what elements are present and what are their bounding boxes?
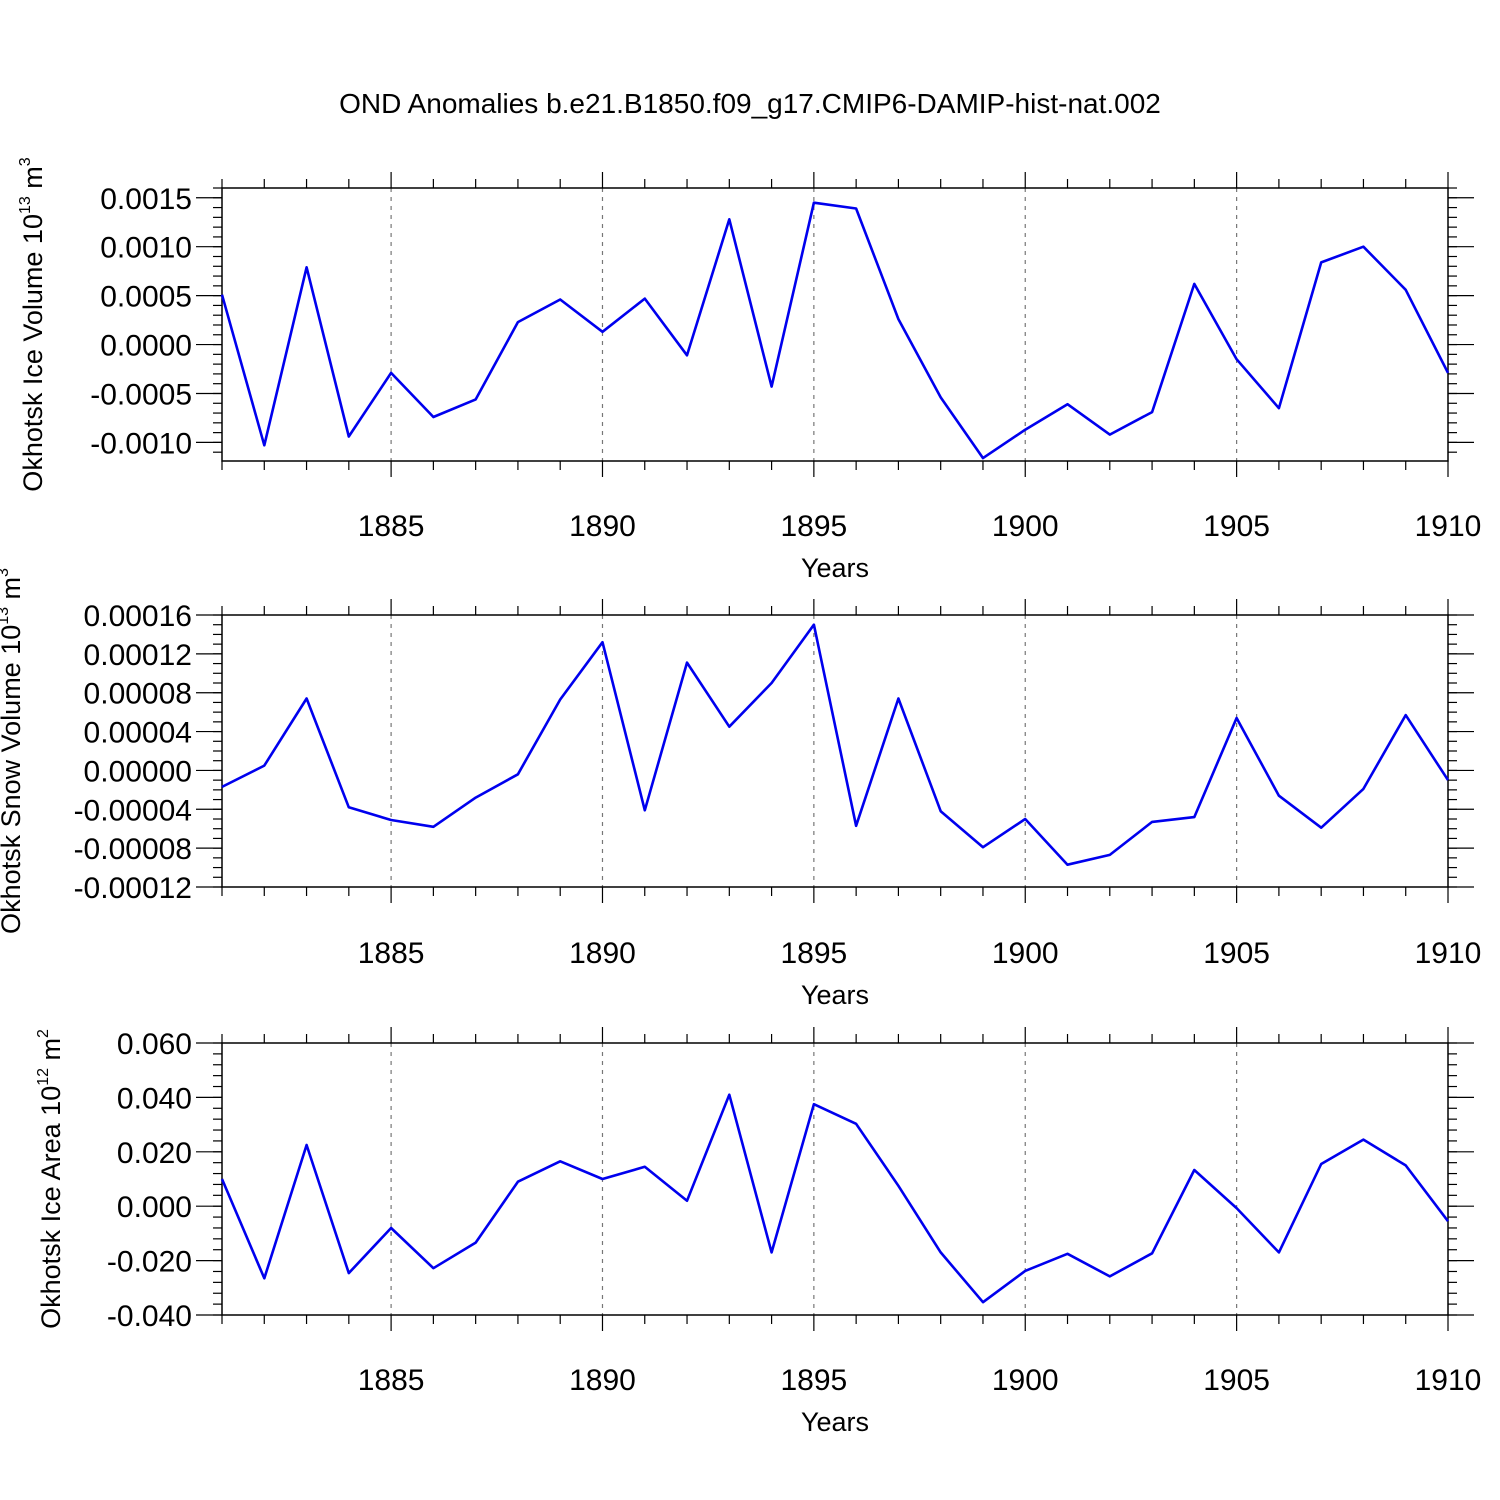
y-tick-label: 0.020 bbox=[117, 1137, 192, 1170]
y-tick-label: 0.0015 bbox=[100, 183, 192, 216]
x-axis-label: Years bbox=[801, 1407, 869, 1437]
y-tick-label: -0.020 bbox=[107, 1246, 192, 1279]
y-tick-label: 0.000 bbox=[117, 1191, 192, 1224]
panel-ice-volume: Okhotsk Ice Volume 1013 m3 Years 0.0015 0… bbox=[17, 157, 1481, 583]
y-axis-label: Okhotsk Ice Area 1012 m2 bbox=[35, 1029, 66, 1329]
x-axis-label: Years bbox=[801, 553, 869, 583]
y-tick-label: 0.060 bbox=[117, 1028, 192, 1061]
x-tick-label: 1890 bbox=[569, 937, 636, 970]
y-tick-label: 0.00016 bbox=[84, 600, 192, 633]
y-tick-label: 0.0005 bbox=[100, 281, 192, 314]
x-tick-label: 1905 bbox=[1203, 1364, 1270, 1397]
x-axis-label: Years bbox=[801, 980, 869, 1010]
x-tick-label: 1900 bbox=[992, 1364, 1059, 1397]
ylabel-unit-exponent: 3 bbox=[0, 568, 12, 577]
ylabel-text: Okhotsk Ice Volume 10 bbox=[18, 214, 48, 492]
ylabel-exponent: 12 bbox=[35, 1068, 52, 1086]
y-axis-label: Okhotsk Ice Volume 1013 m3 bbox=[17, 157, 48, 491]
y-tick-label: -0.040 bbox=[107, 1300, 192, 1333]
ylabel-unit: m bbox=[36, 1038, 66, 1061]
ylabel-text: Okhotsk Snow Volume 10 bbox=[0, 625, 26, 934]
figure-title: OND Anomalies b.e21.B1850.f09_g17.CMIP6-… bbox=[339, 88, 1161, 119]
x-tick-label: 1895 bbox=[780, 1364, 847, 1397]
x-tick-label: 1885 bbox=[358, 1364, 425, 1397]
y-tick-label: -0.00012 bbox=[74, 872, 192, 905]
svg-text:Okhotsk Snow Volume 1013 m3: Okhotsk Snow Volume 1013 m3 bbox=[0, 568, 26, 934]
plot-frame bbox=[221, 1042, 1449, 1316]
plot-frame bbox=[221, 614, 1449, 888]
panel-ice-area: Okhotsk Ice Area 1012 m2 Years 0.060 0.04… bbox=[35, 1027, 1481, 1437]
y-tick-label: 0.00004 bbox=[84, 717, 192, 750]
y-tick-label: -0.00004 bbox=[74, 794, 192, 827]
x-tick-label: 1885 bbox=[358, 510, 425, 543]
y-tick-label: 0.00000 bbox=[84, 755, 192, 788]
ylabel-unit: m bbox=[18, 166, 48, 189]
x-tick-label: 1885 bbox=[358, 937, 425, 970]
plot-frame bbox=[221, 187, 1449, 462]
x-tick-label: 1905 bbox=[1203, 937, 1270, 970]
x-tick-label: 1895 bbox=[780, 510, 847, 543]
ylabel-text: Okhotsk Ice Area 10 bbox=[36, 1086, 66, 1329]
x-tick-label: 1895 bbox=[780, 937, 847, 970]
y-tick-label: -0.0005 bbox=[90, 378, 192, 411]
ylabel-unit: m bbox=[0, 577, 26, 600]
series-line bbox=[220, 1093, 1450, 1304]
ylabel-exponent: 13 bbox=[0, 607, 12, 625]
ylabel-unit-exponent: 2 bbox=[35, 1029, 52, 1038]
series-line bbox=[221, 623, 1450, 867]
svg-text:Okhotsk Ice Volume 1013 m3: Okhotsk Ice Volume 1013 m3 bbox=[17, 157, 48, 491]
series-line bbox=[220, 201, 1450, 460]
y-tick-label: -0.0010 bbox=[90, 427, 192, 460]
y-tick-label: -0.00008 bbox=[74, 833, 192, 866]
y-tick-label: 0.040 bbox=[117, 1082, 192, 1115]
x-tick-label: 1890 bbox=[569, 1364, 636, 1397]
x-tick-label: 1910 bbox=[1415, 1364, 1482, 1397]
panel-snow-volume: Okhotsk Snow Volume 1013 m3 Years 0.0001… bbox=[0, 568, 1481, 1010]
ylabel-exponent: 13 bbox=[17, 196, 34, 214]
ylabel-unit-exponent: 3 bbox=[17, 157, 34, 166]
y-axis-label: Okhotsk Snow Volume 1013 m3 bbox=[0, 568, 26, 934]
x-tick-label: 1905 bbox=[1203, 510, 1270, 543]
y-tick-label: 0.0000 bbox=[100, 330, 192, 363]
x-tick-label: 1910 bbox=[1415, 937, 1482, 970]
x-tick-label: 1910 bbox=[1415, 510, 1482, 543]
svg-text:Okhotsk Ice Area 1012 m2: Okhotsk Ice Area 1012 m2 bbox=[35, 1029, 66, 1329]
x-tick-label: 1900 bbox=[992, 510, 1059, 543]
y-tick-label: 0.00012 bbox=[84, 639, 192, 672]
y-tick-label: 0.0010 bbox=[100, 232, 192, 265]
x-tick-label: 1900 bbox=[992, 937, 1059, 970]
y-tick-label: 0.00008 bbox=[84, 678, 192, 711]
x-tick-label: 1890 bbox=[569, 510, 636, 543]
